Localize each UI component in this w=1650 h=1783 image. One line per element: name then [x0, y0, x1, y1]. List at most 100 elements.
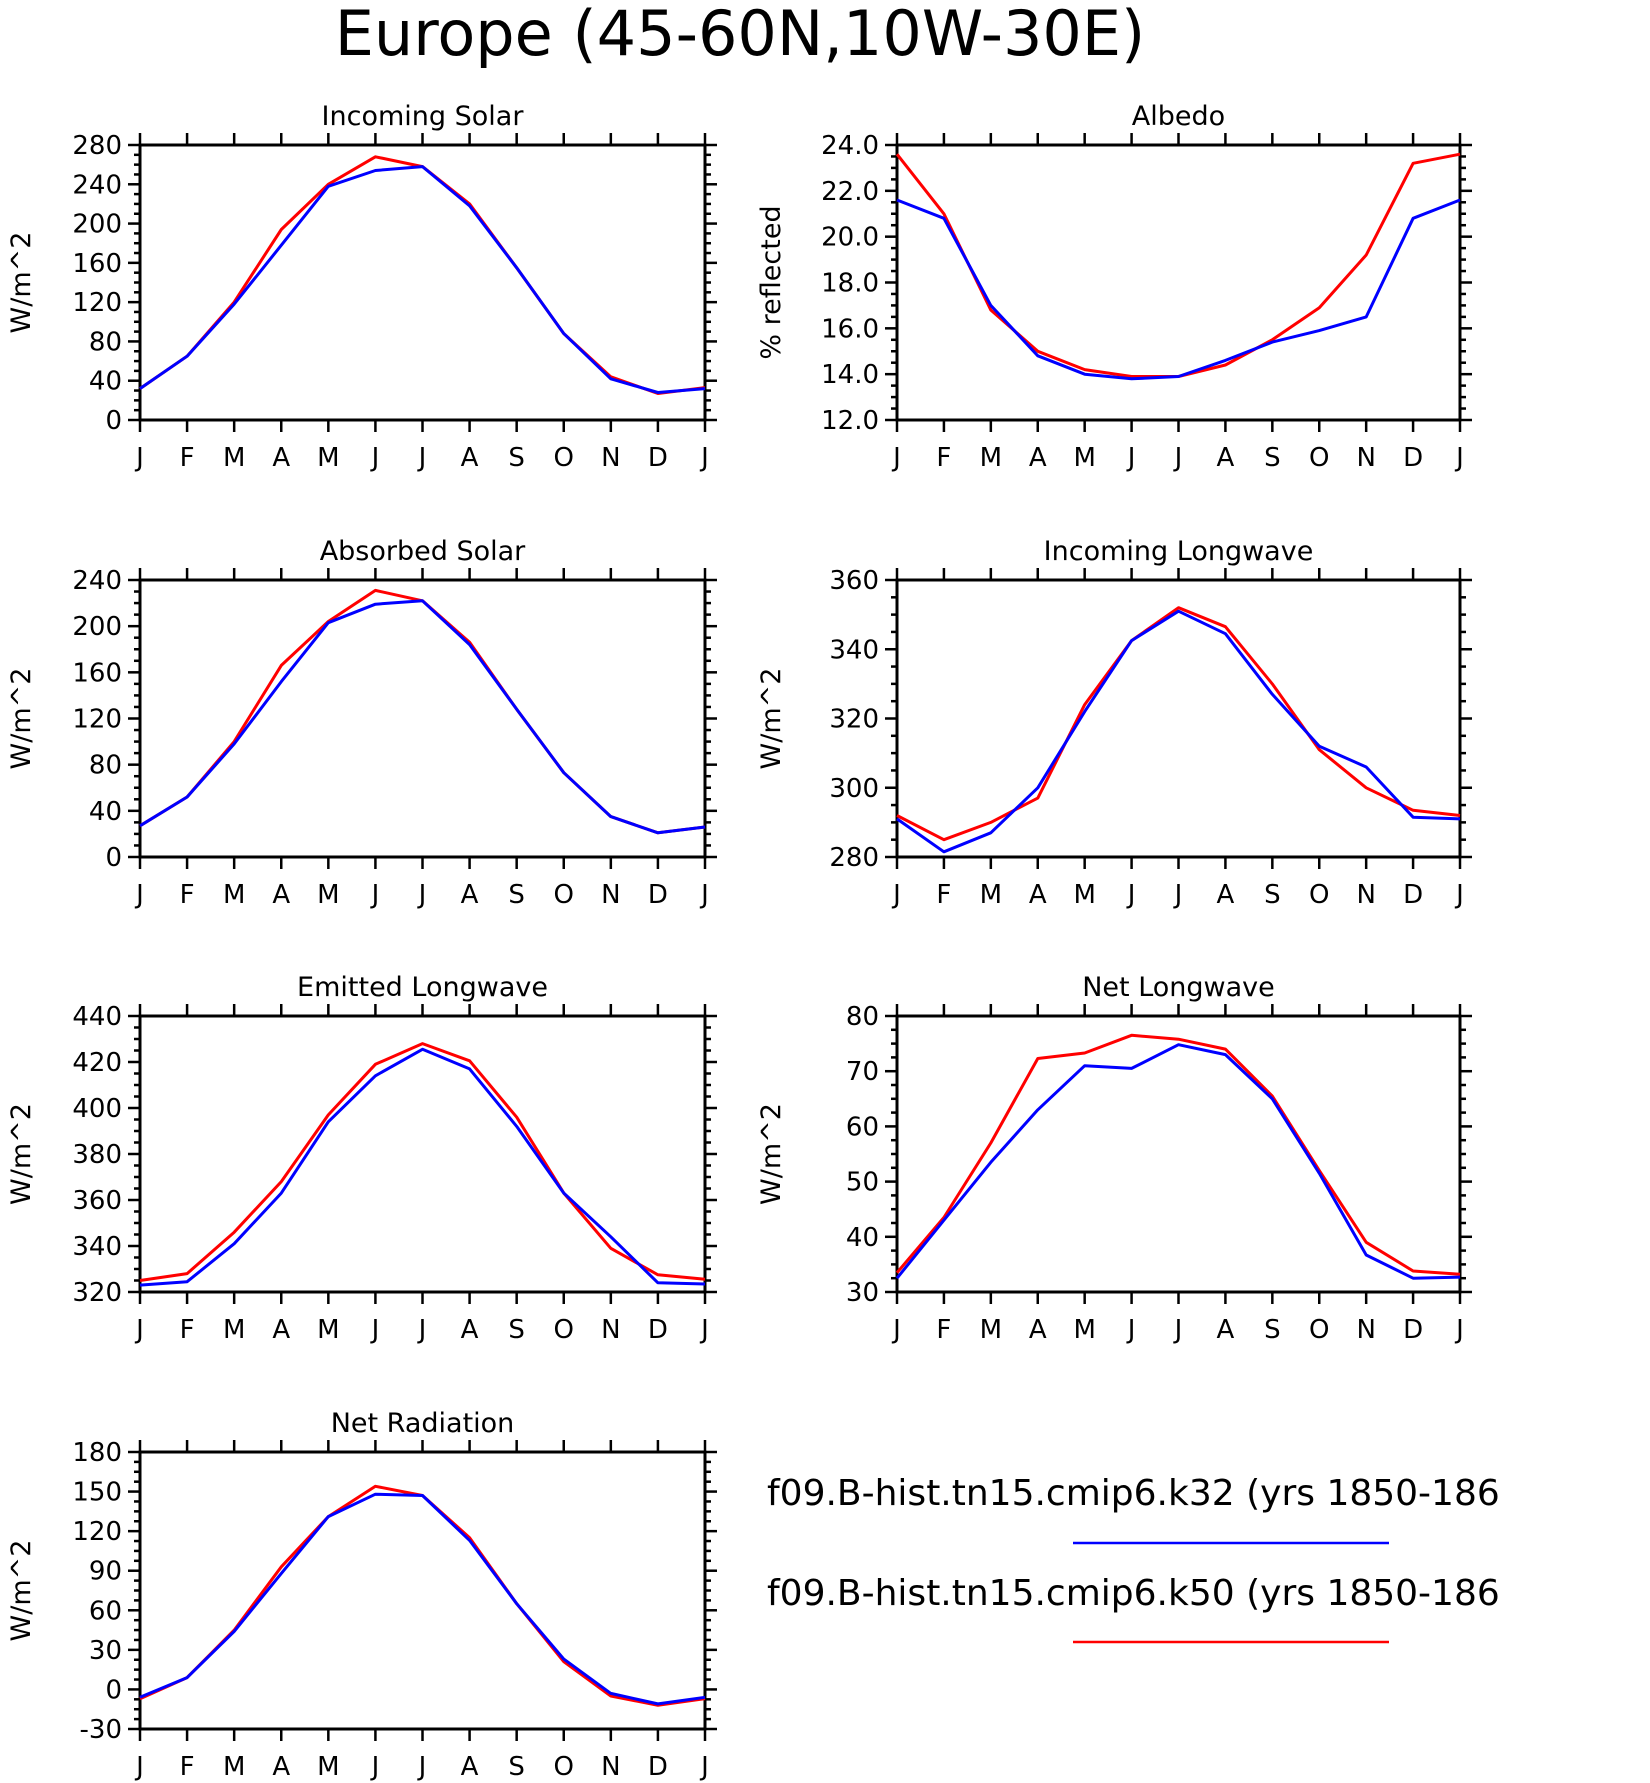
- panel-5-xtick-label: O: [554, 1315, 574, 1345]
- panel-4-ytick-label: 340: [829, 635, 879, 665]
- panel-3-xtick-label: O: [554, 880, 574, 910]
- panel-3-xtick-label: J: [134, 880, 144, 910]
- panel-3-xtick-label: J: [417, 880, 427, 910]
- panels: J F M A M J J A S O N D J04080120160200240280Incomin…: [6, 101, 1472, 1782]
- panel-5-xtick-label: M: [223, 1315, 245, 1345]
- panel-4-series-k32: [896, 609, 1461, 854]
- panel-4-xtick-label: J: [891, 880, 901, 910]
- panel-2-ytick-label: 14.0: [821, 360, 879, 390]
- panel-3-series-k32: [139, 599, 706, 835]
- panel-2-series-k50: [895, 152, 1461, 378]
- panel-2-frame: [895, 143, 1462, 422]
- panel-2-title: Albedo: [1132, 101, 1225, 132]
- panel-7-xtick-label: M: [317, 1752, 339, 1782]
- panel-7-xtick-label: A: [461, 1752, 479, 1782]
- panel-5-ytick-label: 400: [72, 1094, 122, 1124]
- panel-7-xtick-label: J: [134, 1752, 144, 1782]
- panel-4-xtick-label: D: [1403, 880, 1423, 910]
- panel-3-frame: [138, 578, 707, 859]
- panel-2-ytick-label: 12.0: [821, 406, 879, 436]
- panel-4-ytick-label: 280: [829, 843, 879, 873]
- panel-2-ytick-label: 24.0: [821, 131, 879, 161]
- panel-6-ytick-label: 40: [846, 1223, 879, 1253]
- panel-6-xtick-label: J: [1126, 1315, 1136, 1345]
- panel-5-xtick-label: D: [648, 1315, 668, 1345]
- panel-6-series-k50: [895, 1033, 1461, 1276]
- panel-1-xtick-label: N: [601, 443, 620, 473]
- panel-5-xtick-label: A: [272, 1315, 290, 1345]
- panel-6-xtick-label: N: [1356, 1315, 1375, 1345]
- panel-1-xtick-label: S: [508, 443, 525, 473]
- panel-6-title: Net Longwave: [1082, 972, 1275, 1003]
- panel-6-xtick-label: A: [1029, 1315, 1047, 1345]
- panel-2-xtick-label: S: [1264, 443, 1281, 473]
- panel-7-title: Net Radiation: [331, 1408, 515, 1439]
- panel-4-xtick-label: M: [980, 880, 1002, 910]
- panel-1-xtick-label: A: [461, 443, 479, 473]
- panel-2-xtick-label: J: [891, 443, 901, 473]
- panel-1-title: Incoming Solar: [322, 101, 525, 132]
- panel-1-xtick-label: D: [648, 443, 668, 473]
- panel-5-series-k50: [139, 1042, 706, 1282]
- panel-3-xtick-label: A: [272, 880, 290, 910]
- panel-1-xtick-label: J: [134, 443, 144, 473]
- panel-2-xtick-label: O: [1309, 443, 1329, 473]
- panel-2-xtick-label: N: [1356, 443, 1375, 473]
- panel-1-xtick-label: J: [699, 443, 709, 473]
- panel-7-xtick-label: O: [554, 1752, 574, 1782]
- panel-5-xtick-label: J: [699, 1315, 709, 1345]
- panel-6-xtick-label: J: [1454, 1315, 1464, 1345]
- panel-6-xtick-label: M: [980, 1315, 1002, 1345]
- panel-6-ytick-label: 50: [846, 1168, 879, 1198]
- panel-7-ytick-label: 30: [89, 1636, 122, 1666]
- panel-2-ytick-label: 18.0: [821, 269, 879, 299]
- panel-4-xtick-label: J: [1126, 880, 1136, 910]
- panel-7-ytick-label: 0: [105, 1675, 122, 1705]
- panel-5-xtick-label: N: [601, 1315, 620, 1345]
- panel-4-xtick-label: A: [1217, 880, 1235, 910]
- panel-3-xtick-label: A: [461, 880, 479, 910]
- panel-2-xtick-label: A: [1029, 443, 1047, 473]
- panel-7-xtick-label: S: [508, 1752, 525, 1782]
- panel-3-ytick-label: 120: [72, 705, 122, 735]
- panel-3-ytick-label: 0: [105, 843, 122, 873]
- panel-7-ytick-label: -30: [80, 1715, 122, 1745]
- panel-7-xtick-label: M: [223, 1752, 245, 1782]
- panel-7-xtick-label: F: [180, 1752, 195, 1782]
- panel-2-xtick-label: J: [1173, 443, 1183, 473]
- legend-label-k32: f09.B-hist.tn15.cmip6.k32 (yrs 1850-186: [767, 1473, 1500, 1514]
- panel-7-xtick-label: D: [648, 1752, 668, 1782]
- panel-3-xtick-label: J: [370, 880, 380, 910]
- panel-5-xtick-label: S: [508, 1315, 525, 1345]
- panel-5-ytick-label: 360: [72, 1186, 122, 1216]
- panel-6-xtick-label: J: [891, 1315, 901, 1345]
- panel-1: J F M A M J J A S O N D J04080120160200240280Incomin…: [6, 101, 717, 473]
- panel-1-ytick-label: 240: [72, 170, 122, 200]
- panel-4-xtick-label: S: [1264, 880, 1281, 910]
- panel-5-ytick-label: 320: [72, 1278, 122, 1308]
- panel-7-ytick-label: 60: [89, 1596, 122, 1626]
- panel-3-xtick-label: J: [699, 880, 709, 910]
- panel-6-ylabel: W/m^2: [756, 1103, 787, 1205]
- panel-3-xtick-label: S: [508, 880, 525, 910]
- panel-1-series-k50: [139, 155, 706, 395]
- panel-7-ytick-label: 180: [72, 1438, 122, 1468]
- panel-6-ytick-label: 70: [846, 1057, 879, 1087]
- figure-title: Europe (45-60N,10W-30E): [335, 0, 1145, 70]
- panel-1-ylabel: W/m^2: [6, 232, 37, 334]
- panel-6-xtick-label: M: [1073, 1315, 1095, 1345]
- panel-2-ytick-label: 20.0: [821, 223, 879, 253]
- panel-2-ylabel: % reflected: [756, 205, 787, 359]
- panel-4-ylabel: W/m^2: [756, 668, 787, 770]
- panel-2-xtick-label: F: [936, 443, 951, 473]
- panel-5-series-k32: [139, 1047, 706, 1287]
- panel-3-xtick-label: M: [317, 880, 339, 910]
- panel-6-xtick-label: A: [1217, 1315, 1235, 1345]
- panel-1-xtick-label: F: [180, 443, 195, 473]
- panel-6-xtick-label: D: [1403, 1315, 1423, 1345]
- panel-7-ytick-label: 150: [72, 1478, 122, 1508]
- panel-7-ytick-label: 120: [72, 1517, 122, 1547]
- panel-4-ytick-label: 300: [829, 774, 879, 804]
- panel-4-xtick-label: F: [936, 880, 951, 910]
